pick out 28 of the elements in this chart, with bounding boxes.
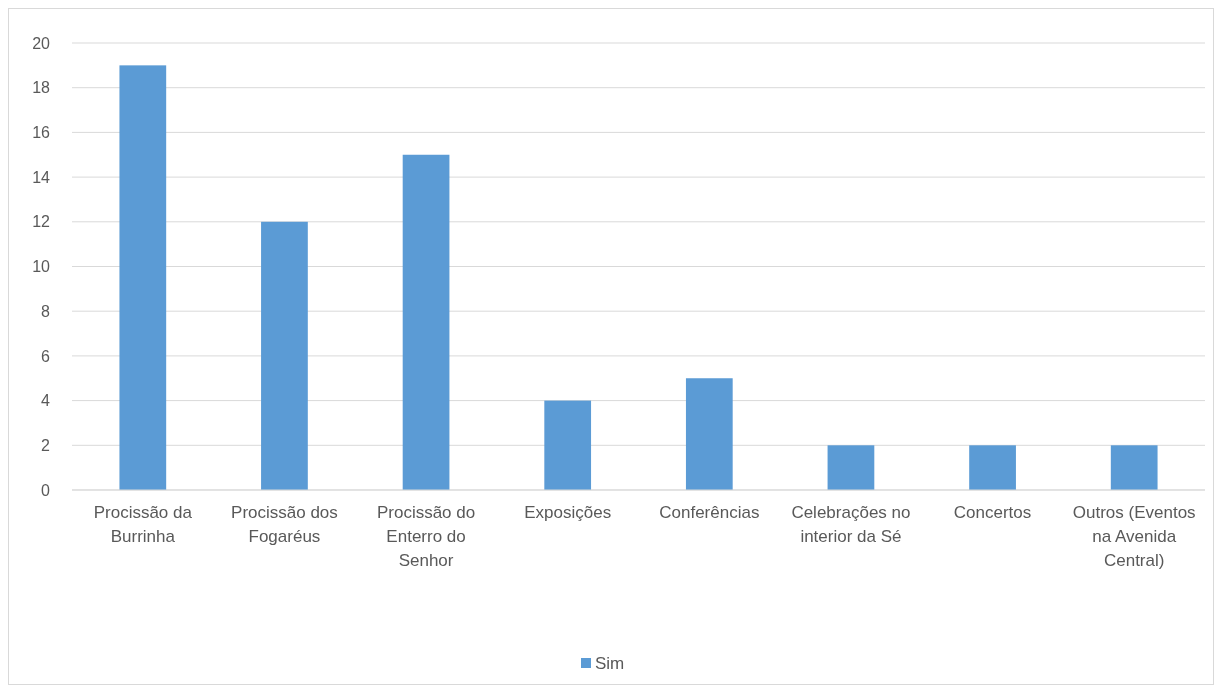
bar [402, 154, 450, 490]
y-tick-label: 10 [32, 258, 51, 276]
x-tick-label: Procissão do Enterro do Senhor [376, 503, 476, 570]
x-tick-label: Procissão da Burrinha [93, 503, 193, 546]
legend-label: Sim [595, 653, 625, 673]
y-tick-label: 0 [41, 481, 51, 499]
bar [1110, 445, 1158, 490]
bar [119, 65, 167, 490]
y-tick-label: 6 [41, 347, 51, 365]
y-tick-label: 20 [32, 34, 51, 52]
x-tick-label: Celebrações no interior da Sé [791, 503, 911, 546]
bar [827, 445, 875, 490]
x-tick-label: Conferências [659, 503, 760, 522]
y-tick-label: 8 [41, 302, 51, 320]
y-tick-label: 12 [32, 213, 51, 231]
bar [261, 221, 308, 490]
x-tick-label: Concertos [953, 503, 1032, 522]
y-tick-label: 2 [41, 436, 51, 454]
x-tick-label: Outros (Eventos na Avenida Central) [1072, 503, 1196, 570]
y-tick-label: 18 [32, 79, 51, 97]
y-tick-label: 16 [32, 124, 51, 141]
bar [544, 400, 592, 490]
y-tick-label: 14 [32, 168, 51, 186]
x-tick-label: Procissão dos Fogaréus [231, 503, 338, 546]
x-tick-label: Exposições [524, 503, 612, 522]
bar [969, 445, 1016, 490]
bar [685, 378, 733, 490]
y-tick-label: 4 [41, 392, 51, 410]
